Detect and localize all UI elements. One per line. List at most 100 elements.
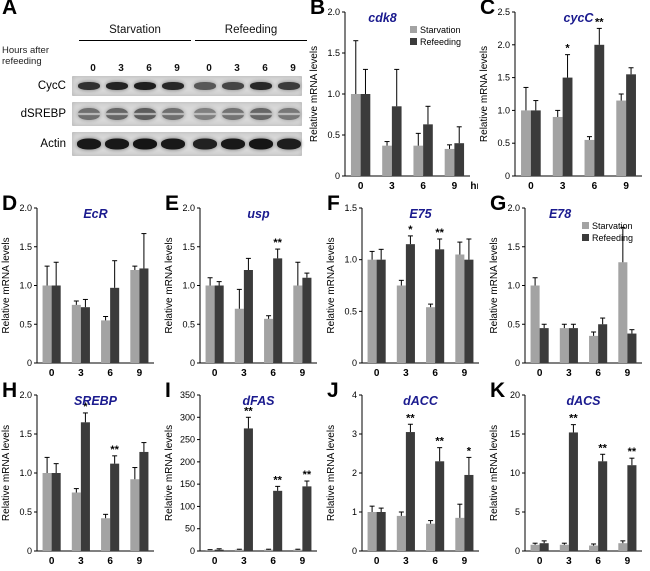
svg-text:1.5: 1.5 xyxy=(327,48,340,58)
panel-letter-i: I xyxy=(165,379,171,402)
svg-text:Relative mRNA levels: Relative mRNA levels xyxy=(164,425,175,521)
svg-text:E75: E75 xyxy=(409,207,432,221)
svg-text:*: * xyxy=(467,445,472,457)
blot-strip xyxy=(72,132,302,156)
svg-text:0: 0 xyxy=(374,368,380,379)
svg-text:**: ** xyxy=(110,444,119,456)
svg-text:0.5: 0.5 xyxy=(19,507,32,517)
svg-text:300: 300 xyxy=(180,412,195,422)
svg-text:0: 0 xyxy=(27,546,32,556)
blot-band xyxy=(78,108,100,120)
dacs-bar-chart: 0 5 10 15 20 Relative mRNA levels 0 3 ** 6 ** 9 ** dA… xyxy=(489,390,642,567)
svg-text:**: ** xyxy=(303,469,312,481)
svg-text:**: ** xyxy=(406,412,415,424)
svg-text:3: 3 xyxy=(78,368,84,379)
svg-text:2.0: 2.0 xyxy=(507,203,520,213)
panel-b-cdk8: B 0 0.5 1.0 1.5 2.0 Relative mRNA levels 0 3 6 9 h… xyxy=(308,0,478,196)
svg-text:0: 0 xyxy=(505,171,510,181)
svg-text:0: 0 xyxy=(190,358,195,368)
panel-a-western-blot: A Starvation Refeeding Hours after refee… xyxy=(0,0,308,196)
blot-band xyxy=(278,82,300,90)
svg-text:2.0: 2.0 xyxy=(19,390,32,400)
panel-k-dacs: K 0 5 10 15 20 Relative mRNA levels 0 3 ** 6 ** 9 **… xyxy=(488,379,650,571)
svg-text:cycC: cycC xyxy=(564,11,595,25)
lane-number: 3 xyxy=(118,63,124,74)
blot-band xyxy=(78,82,100,90)
svg-text:*: * xyxy=(408,224,413,236)
svg-text:6: 6 xyxy=(420,181,426,192)
svg-text:1.0: 1.0 xyxy=(19,468,32,478)
svg-text:0.5: 0.5 xyxy=(497,138,510,148)
e75-bar-chart: 0 0.5 1.0 1.5 Relative mRNA levels 0 3 * 6 ** 9 E75 xyxy=(326,203,479,379)
svg-text:Refeeding: Refeeding xyxy=(592,233,633,243)
svg-text:250: 250 xyxy=(180,435,195,445)
svg-text:0.5: 0.5 xyxy=(507,319,520,329)
svg-text:1.5: 1.5 xyxy=(19,242,32,252)
svg-text:1.5: 1.5 xyxy=(344,203,357,213)
svg-text:**: ** xyxy=(628,446,637,458)
group-header-refeeding: Refeeding xyxy=(195,24,307,41)
svg-text:3: 3 xyxy=(403,556,409,567)
svg-text:0: 0 xyxy=(49,556,55,567)
svg-text:0: 0 xyxy=(49,368,55,379)
svg-text:**: ** xyxy=(273,474,282,486)
blot-rows: CycC dSREBP Actin xyxy=(0,76,308,162)
blot-band xyxy=(221,138,245,150)
blot-label: CycC xyxy=(37,80,66,92)
svg-text:1.5: 1.5 xyxy=(182,242,195,252)
blot-band xyxy=(162,82,184,90)
svg-text:1.0: 1.0 xyxy=(327,89,340,99)
svg-text:*: * xyxy=(565,43,570,55)
svg-text:cdk8: cdk8 xyxy=(368,11,397,25)
panel-c-cycc: C 0 0.5 1.0 1.5 2.0 2.5 Relative mRNA levels 0 3… xyxy=(478,0,650,196)
svg-text:150: 150 xyxy=(180,479,195,489)
svg-text:0: 0 xyxy=(352,358,357,368)
lane-number: 6 xyxy=(146,63,152,74)
svg-text:6: 6 xyxy=(595,556,601,567)
panel-i-dfas: I 0 50 100 150 200 250 300 350 Relative mRNA lev… xyxy=(163,379,325,571)
svg-text:200: 200 xyxy=(180,457,195,467)
svg-text:2: 2 xyxy=(352,468,357,478)
blot-band xyxy=(277,138,301,150)
svg-text:Starvation: Starvation xyxy=(592,221,633,231)
lane-number: 3 xyxy=(234,63,240,74)
svg-text:0.5: 0.5 xyxy=(344,306,357,316)
svg-text:0: 0 xyxy=(537,368,543,379)
panel-letter-b: B xyxy=(310,0,326,19)
svg-text:3: 3 xyxy=(403,368,409,379)
svg-text:1.0: 1.0 xyxy=(497,105,510,115)
cdk8-bar-chart: 0 0.5 1.0 1.5 2.0 Relative mRNA levels 0 3 6 9 hr c… xyxy=(309,7,478,192)
svg-text:2.0: 2.0 xyxy=(327,7,340,17)
svg-text:3: 3 xyxy=(566,556,572,567)
svg-text:Relative mRNA levels: Relative mRNA levels xyxy=(326,425,337,521)
blot-band xyxy=(222,82,244,90)
blot-band xyxy=(77,138,101,150)
svg-text:15: 15 xyxy=(510,429,520,439)
svg-text:5: 5 xyxy=(515,507,520,517)
panel-g-e78: G 0 0.5 1.0 1.5 2.0 Relative mRNA levels 0 3 6 9 E… xyxy=(488,192,650,383)
svg-text:10: 10 xyxy=(510,468,520,478)
e78-bar-chart: 0 0.5 1.0 1.5 2.0 Relative mRNA levels 0 3 6 9 E78… xyxy=(489,203,642,379)
blot-band xyxy=(161,138,185,150)
svg-text:4: 4 xyxy=(352,390,357,400)
svg-text:1.0: 1.0 xyxy=(182,281,195,291)
usp-bar-chart: 0 0.5 1.0 1.5 2.0 Relative mRNA levels 0 3 6 ** 9 u… xyxy=(164,203,317,379)
blot-band xyxy=(106,82,128,90)
svg-text:6: 6 xyxy=(270,556,276,567)
svg-text:0: 0 xyxy=(358,181,364,192)
blot-band xyxy=(193,138,217,150)
group-header-starvation: Starvation xyxy=(79,24,191,41)
svg-text:0: 0 xyxy=(212,556,218,567)
svg-text:0: 0 xyxy=(27,358,32,368)
svg-text:0: 0 xyxy=(528,181,534,192)
svg-text:1.5: 1.5 xyxy=(497,73,510,83)
svg-text:0: 0 xyxy=(515,358,520,368)
svg-text:100: 100 xyxy=(180,501,195,511)
ecr-bar-chart: 0 0.5 1.0 1.5 2.0 Relative mRNA levels 0 3 6 9 EcR xyxy=(1,203,154,379)
svg-text:**: ** xyxy=(598,442,607,454)
svg-text:Relative mRNA levels: Relative mRNA levels xyxy=(164,237,175,333)
svg-text:Relative mRNA levels: Relative mRNA levels xyxy=(489,425,500,521)
srebp-bar-chart: 0 0.5 1.0 1.5 2.0 Relative mRNA levels 0 3 * 6 ** 9… xyxy=(1,390,154,567)
svg-text:**: ** xyxy=(435,436,444,448)
